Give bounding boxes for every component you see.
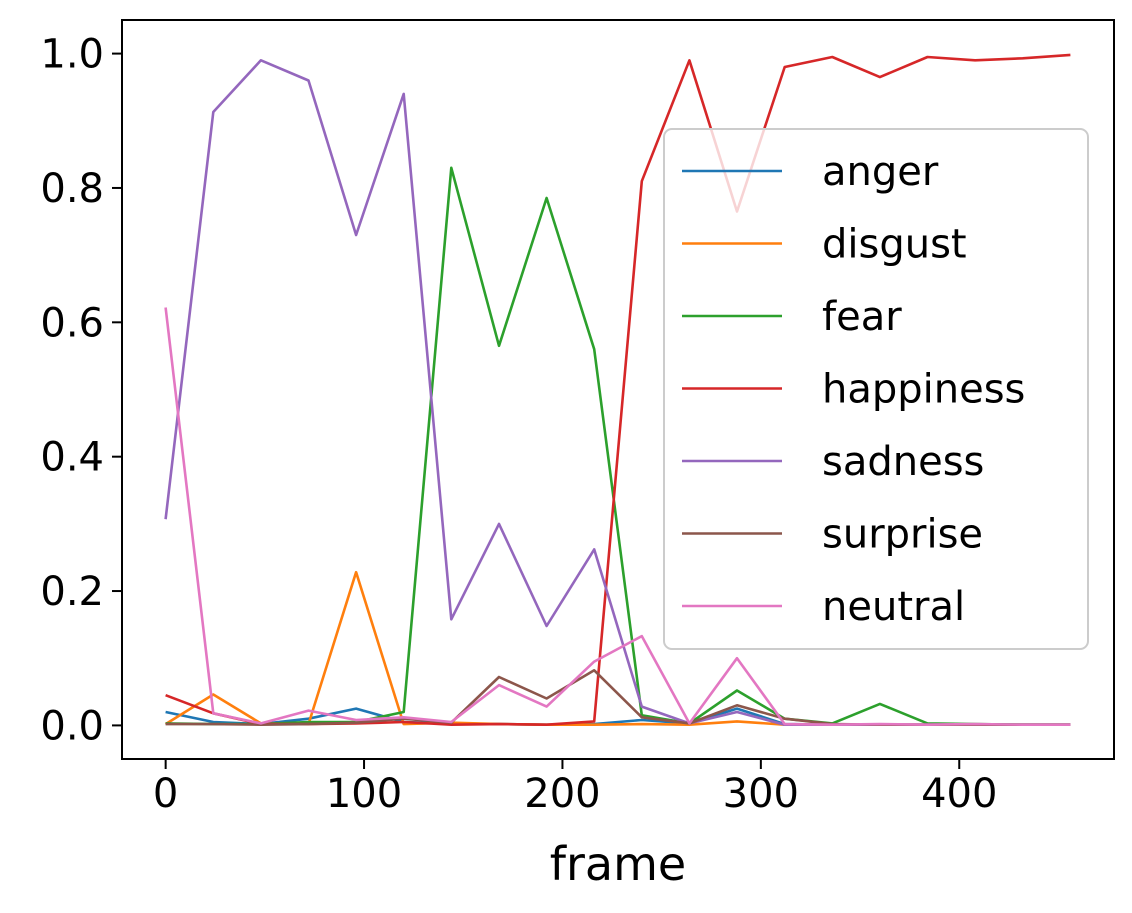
y-tick-label: 1.0 [40,32,104,78]
legend-box [663,128,1089,650]
series-line-neutral [164,307,1071,727]
plot-frame [121,19,1115,760]
legend-label-happiness: happiness [822,367,1025,413]
legend-label-neutral: neutral [822,584,965,630]
x-tick-label: 0 [153,771,178,817]
legend-label-sadness: sadness [822,439,984,485]
y-tick-label: 0.4 [40,435,104,481]
legend-label-anger: anger [822,149,939,195]
x-axis-label: frame [550,837,686,891]
y-tick-label: 0.8 [40,166,104,212]
y-tick-label: 0.0 [40,703,104,749]
series-lines [164,53,1071,727]
series-line-surprise [165,668,1071,727]
x-tick-label: 200 [524,771,600,817]
legend-label-fear: fear [822,294,902,340]
y-tick-label: 0.2 [40,569,104,615]
legend-label-disgust: disgust [822,222,967,268]
y-tick-label: 0.6 [40,300,104,346]
legend: anger disgust fear happiness sadness surprise… [663,128,1089,650]
x-tick-label: 400 [921,771,997,817]
legend-label-surprise: surprise [822,512,983,558]
series-line-fear [165,166,1071,727]
axis-ticks: 0 100 200 300 400 0.0 0.2 0.4 0.6 0.8 1.0 [40,32,997,817]
x-tick-label: 300 [723,771,799,817]
x-tick-label: 100 [326,771,402,817]
